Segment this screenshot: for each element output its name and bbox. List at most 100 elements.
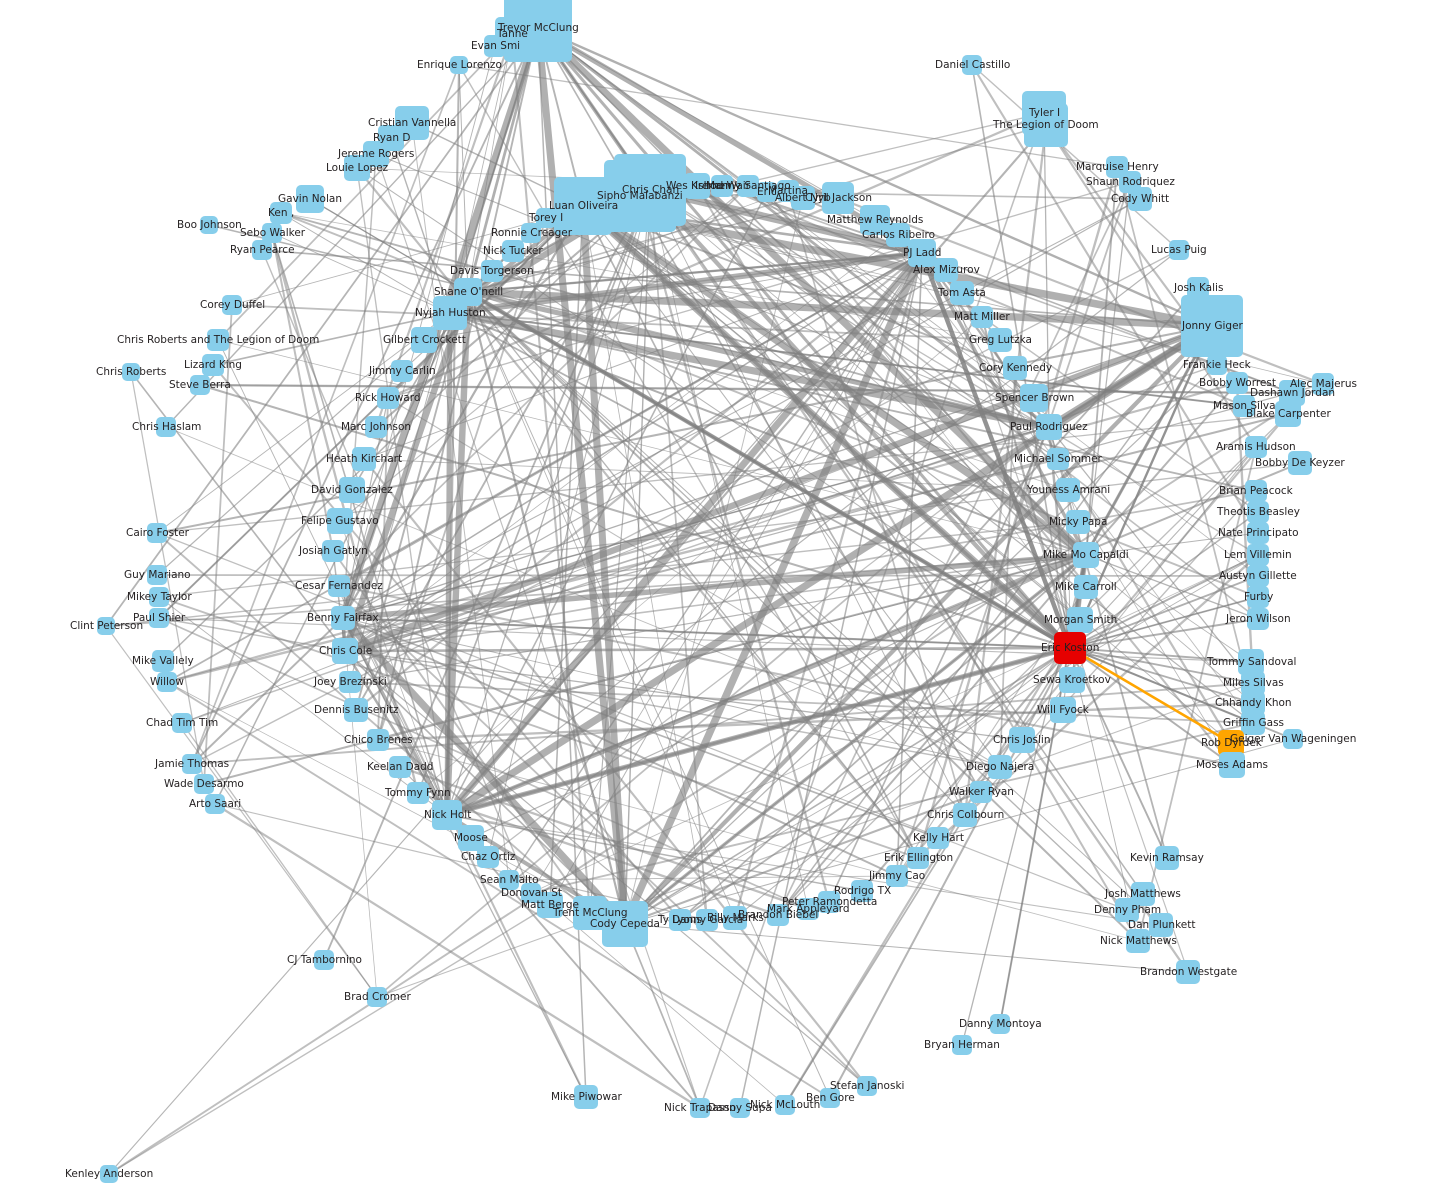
graph-node[interactable]: [1187, 277, 1209, 299]
graph-node[interactable]: [156, 417, 176, 437]
graph-node[interactable]: [696, 909, 718, 931]
graph-node[interactable]: [433, 296, 467, 330]
graph-node[interactable]: [339, 477, 365, 503]
graph-node[interactable]: [172, 713, 192, 733]
graph-node[interactable]: [367, 729, 389, 751]
graph-node[interactable]: [1003, 356, 1027, 380]
graph-node[interactable]: [1247, 608, 1269, 630]
graph-node[interactable]: [1024, 103, 1068, 147]
graph-node[interactable]: [1050, 697, 1076, 723]
graph-node[interactable]: [1074, 575, 1098, 599]
graph-node[interactable]: [818, 891, 840, 913]
graph-node[interactable]: [407, 782, 429, 804]
graph-node[interactable]: [1067, 607, 1093, 633]
graph-node[interactable]: [391, 360, 413, 382]
graph-node[interactable]: [934, 258, 958, 282]
graph-node[interactable]: [97, 617, 115, 635]
graph-node[interactable]: [207, 329, 229, 351]
graph-node[interactable]: [1288, 451, 1312, 475]
graph-node[interactable]: [270, 202, 292, 224]
graph-node[interactable]: [1247, 544, 1269, 566]
graph-node[interactable]: [1247, 522, 1269, 544]
graph-node[interactable]: [1066, 510, 1090, 534]
graph-node[interactable]: [327, 508, 353, 534]
graph-node[interactable]: [339, 671, 361, 693]
graph-node[interactable]: [262, 223, 282, 243]
graph-node[interactable]: [1126, 929, 1150, 953]
graph-node[interactable]: [554, 177, 612, 235]
graph-node[interactable]: [1275, 401, 1301, 427]
graph-node[interactable]: [147, 565, 167, 585]
graph-node[interactable]: [886, 865, 908, 887]
graph-node[interactable]: [988, 755, 1012, 779]
graph-node[interactable]: [767, 904, 789, 926]
graph-node[interactable]: [574, 1085, 598, 1109]
graph-node[interactable]: [332, 638, 358, 664]
graph-node[interactable]: [886, 223, 910, 247]
graph-node[interactable]: [684, 173, 710, 199]
graph-node[interactable]: [737, 175, 759, 197]
graph-node[interactable]: [367, 987, 387, 1007]
graph-node[interactable]: [190, 375, 210, 395]
graph-node[interactable]: [182, 754, 202, 774]
graph-node[interactable]: [791, 186, 815, 210]
graph-node[interactable]: [730, 1098, 750, 1118]
graph-node[interactable]: [1149, 913, 1173, 937]
graph-node[interactable]: [1128, 187, 1152, 211]
graph-node[interactable]: [100, 1165, 118, 1183]
graph-node[interactable]: [499, 870, 519, 890]
graph-node[interactable]: [377, 387, 399, 409]
graph-node[interactable]: [149, 608, 169, 628]
graph-node[interactable]: [222, 295, 242, 315]
graph-node[interactable]: [389, 756, 411, 778]
graph-node[interactable]: [1181, 295, 1243, 357]
graph-node[interactable]: [365, 416, 387, 438]
graph-node[interactable]: [205, 794, 225, 814]
graph-node[interactable]: [1241, 711, 1265, 735]
graph-node[interactable]: [322, 540, 344, 562]
graph-node[interactable]: [252, 240, 272, 260]
graph-node[interactable]: [952, 1035, 972, 1055]
graph-node[interactable]: [344, 155, 370, 181]
graph-node[interactable]: [602, 901, 648, 947]
graph-node[interactable]: [432, 800, 462, 830]
graph-node[interactable]: [950, 281, 974, 305]
graph-node[interactable]: [200, 216, 218, 234]
graph-node[interactable]: [328, 575, 350, 597]
graph-node[interactable]: [149, 587, 169, 607]
graph-node[interactable]: [352, 447, 376, 471]
graph-node[interactable]: [1247, 501, 1269, 523]
graph-node[interactable]: [990, 1014, 1010, 1034]
graph-node[interactable]: [690, 1098, 710, 1118]
graph-node[interactable]: [202, 354, 224, 376]
graph-node[interactable]: [1169, 240, 1189, 260]
graph-node[interactable]: [1245, 480, 1267, 502]
graph-node[interactable]: [296, 185, 324, 213]
graph-node[interactable]: [1115, 898, 1139, 922]
graph-node[interactable]: [152, 650, 174, 672]
graph-node[interactable]: [757, 182, 777, 202]
graph-node[interactable]: [604, 160, 676, 232]
graph-node[interactable]: [669, 909, 691, 931]
graph-node[interactable]: [962, 55, 982, 75]
graph-node[interactable]: [1238, 649, 1264, 675]
graph-node[interactable]: [970, 781, 992, 803]
graph-node[interactable]: [927, 827, 949, 849]
graph-node[interactable]: [723, 906, 747, 930]
graph-node[interactable]: [1233, 395, 1255, 417]
graph-node[interactable]: [851, 880, 873, 902]
graph-node[interactable]: [1219, 752, 1245, 778]
graph-node[interactable]: [1056, 478, 1080, 502]
graph-node[interactable]: [908, 239, 936, 267]
graph-node[interactable]: [147, 523, 167, 543]
graph-node[interactable]: [481, 260, 503, 282]
graph-node[interactable]: [971, 306, 993, 328]
graph-node[interactable]: [1247, 565, 1269, 587]
graph-node[interactable]: [1245, 436, 1267, 458]
graph-node[interactable]: [860, 205, 890, 235]
graph-node[interactable]: [450, 56, 468, 74]
graph-node[interactable]: [1059, 667, 1085, 693]
graph-node[interactable]: [797, 898, 819, 920]
graph-node[interactable]: [1036, 414, 1062, 440]
graph-node[interactable]: [411, 327, 437, 353]
